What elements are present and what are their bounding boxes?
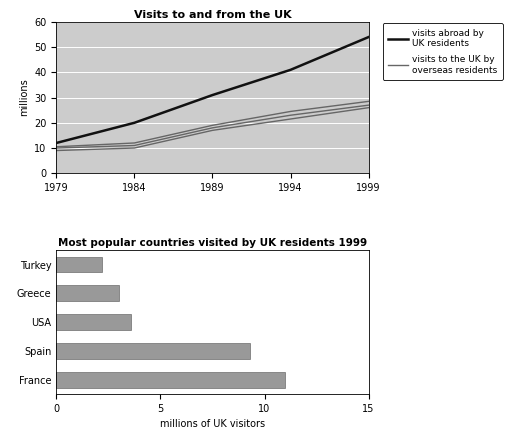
Y-axis label: millions: millions	[18, 79, 29, 117]
Line: visits to the UK by
overseas residents: visits to the UK by overseas residents	[56, 101, 369, 147]
Title: Most popular countries visited by UK residents 1999: Most popular countries visited by UK res…	[58, 238, 367, 248]
Bar	[56, 314, 131, 330]
Title: Visits to and from the UK: Visits to and from the UK	[134, 10, 291, 20]
Bar	[56, 257, 102, 272]
Bar	[56, 372, 285, 388]
Line: visits abroad by
UK residents: visits abroad by UK residents	[56, 37, 369, 143]
visits abroad by
UK residents	[366, 35, 372, 40]
visits abroad by
UK residents	[288, 67, 294, 72]
Legend: visits abroad by
UK residents, visits to the UK by
overseas residents: visits abroad by UK residents, visits to…	[382, 23, 503, 80]
X-axis label: millions of UK visitors: millions of UK visitors	[160, 420, 265, 430]
visits to the UK by
overseas residents	[288, 109, 294, 114]
visits to the UK by
overseas residents	[53, 144, 59, 149]
Bar	[56, 343, 250, 359]
visits abroad by
UK residents	[209, 92, 216, 98]
visits abroad by
UK residents	[53, 140, 59, 145]
Bar	[56, 286, 119, 301]
visits to the UK by
overseas residents	[132, 140, 138, 145]
visits to the UK by
overseas residents	[366, 99, 372, 104]
visits abroad by
UK residents	[132, 120, 138, 125]
visits to the UK by
overseas residents	[209, 123, 216, 128]
